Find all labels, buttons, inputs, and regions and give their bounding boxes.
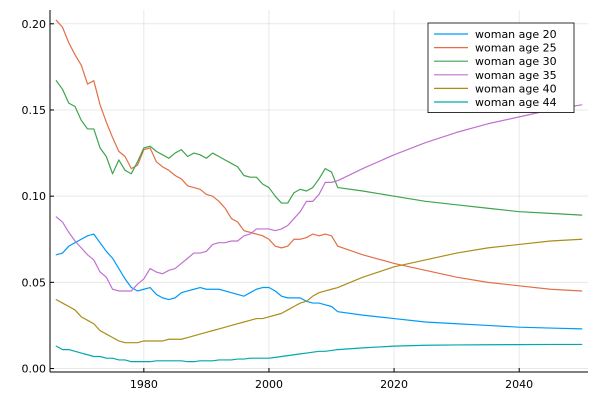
series-line-woman-age-25 [55,19,583,292]
tick-labels: 1980 2000 2020 2040 0.00 0.05 0.10 0.15 0.20 [22,18,534,391]
x-tick-label: 2000 [255,378,283,391]
series-lines [55,19,583,363]
y-tick-label: 0.15 [22,104,47,117]
series-line-woman-age-30 [55,80,583,216]
series-line-woman-age-35 [55,104,583,292]
series-line-woman-age-20 [55,233,583,330]
legend-box [427,22,575,113]
y-tick-label: 0.10 [22,190,47,203]
y-tick-label: 0.20 [22,18,47,31]
legend-label: woman age 20 [475,28,557,41]
legend-label: woman age 25 [475,42,557,55]
legend-label: woman age 44 [475,96,557,109]
y-tick-label: 0.05 [22,276,47,289]
series-line-woman-age-44 [55,343,583,363]
x-tick-label: 2020 [380,378,408,391]
legend-label: woman age 30 [475,55,557,68]
y-tick-label: 0.00 [22,363,47,376]
legend-label: woman age 35 [475,69,557,82]
series-line-woman-age-40 [55,238,583,344]
axes [49,10,588,373]
x-tick-label: 2040 [505,378,533,391]
legend-label: woman age 40 [475,82,557,95]
x-tick-label: 1980 [130,378,158,391]
